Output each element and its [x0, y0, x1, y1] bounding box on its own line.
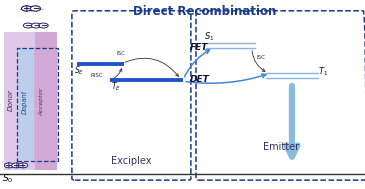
Circle shape	[22, 6, 32, 11]
Text: Acceptor: Acceptor	[39, 88, 45, 116]
FancyArrowPatch shape	[252, 51, 265, 71]
Text: Dopant: Dopant	[22, 90, 28, 114]
Text: $T_E$: $T_E$	[111, 81, 122, 93]
Circle shape	[23, 23, 33, 28]
Circle shape	[4, 163, 14, 168]
Circle shape	[18, 163, 28, 168]
Text: −: −	[40, 21, 47, 30]
FancyArrowPatch shape	[114, 69, 122, 78]
FancyArrowPatch shape	[184, 50, 210, 77]
Text: +: +	[13, 161, 20, 170]
Text: +: +	[5, 161, 13, 170]
Text: +: +	[19, 161, 27, 170]
Text: −: −	[32, 21, 40, 30]
Bar	[35, 32, 57, 170]
Text: +: +	[23, 4, 30, 13]
Text: $S_1$: $S_1$	[204, 31, 215, 43]
Text: $S_0$: $S_0$	[2, 172, 13, 185]
Text: −: −	[24, 21, 32, 30]
Bar	[18, 48, 34, 160]
Text: $S_E$: $S_E$	[74, 65, 84, 77]
Text: Exciplex: Exciplex	[111, 156, 151, 166]
Text: RISC: RISC	[91, 73, 103, 78]
FancyArrowPatch shape	[125, 58, 178, 76]
Text: $T_1$: $T_1$	[318, 66, 328, 78]
Bar	[4, 32, 57, 170]
Text: DET: DET	[190, 75, 210, 84]
Circle shape	[30, 6, 41, 11]
Text: Direct Recombination: Direct Recombination	[133, 5, 276, 18]
Bar	[34, 48, 58, 160]
Circle shape	[31, 23, 41, 28]
Text: ISC: ISC	[257, 55, 265, 60]
FancyArrowPatch shape	[186, 74, 266, 83]
Text: FET: FET	[190, 43, 208, 52]
Circle shape	[39, 23, 48, 28]
Text: ISC: ISC	[116, 51, 125, 56]
Text: Emitter: Emitter	[263, 143, 299, 152]
Circle shape	[12, 163, 21, 168]
Text: −: −	[32, 4, 39, 13]
Text: Donor: Donor	[8, 89, 14, 111]
